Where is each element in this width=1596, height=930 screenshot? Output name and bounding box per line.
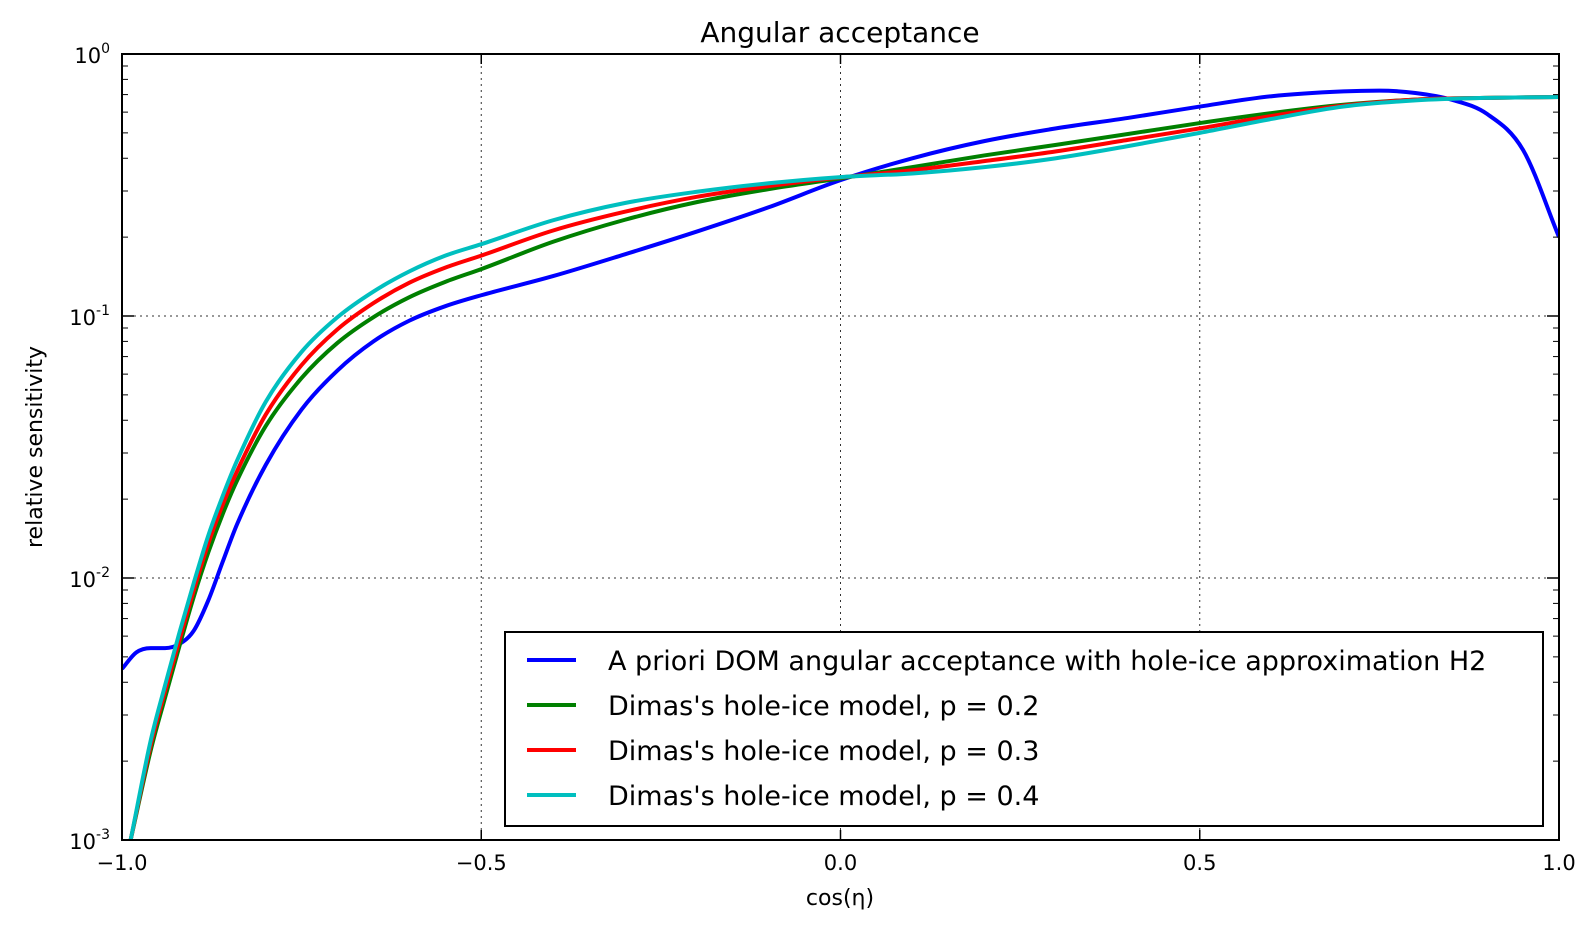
y-tick-label: 10-3 [69,827,110,854]
y-tick-labels: 100 10-1 10-2 10-3 [69,41,110,854]
chart-title: Angular acceptance [700,16,979,49]
y-tick-label: 100 [74,41,110,68]
legend-label-2: Dimas's hole-ice model, p = 0.2 [608,691,1039,722]
x-tick-label: 1.0 [1542,851,1575,875]
legend-box [504,631,1544,827]
legend-label-1: A priori DOM angular acceptance with hol… [608,646,1486,677]
x-tick-label: 0.0 [824,851,857,875]
legend: A priori DOM angular acceptance with hol… [504,631,1544,827]
x-tick-label: 0.5 [1183,851,1216,875]
x-tick-labels: −1.0 −0.5 0.0 0.5 1.0 [97,851,1576,875]
y-tick-label: 10-1 [69,303,110,330]
series-line-4 [128,95,1559,840]
legend-label-3: Dimas's hole-ice model, p = 0.3 [608,736,1039,767]
series-line-2 [128,95,1559,840]
x-tick-label: −1.0 [97,851,148,875]
y-axis-label: relative sensitivity [23,346,48,548]
series-line-1 [122,88,1559,671]
series-layer [122,88,1559,840]
x-tick-label: −0.5 [456,851,507,875]
legend-label-4: Dimas's hole-ice model, p = 0.4 [608,781,1039,812]
x-axis-label: cos(η) [806,886,874,911]
y-tick-label: 10-2 [69,565,110,592]
tick-marks [121,53,1560,841]
series-line-3 [128,95,1559,840]
